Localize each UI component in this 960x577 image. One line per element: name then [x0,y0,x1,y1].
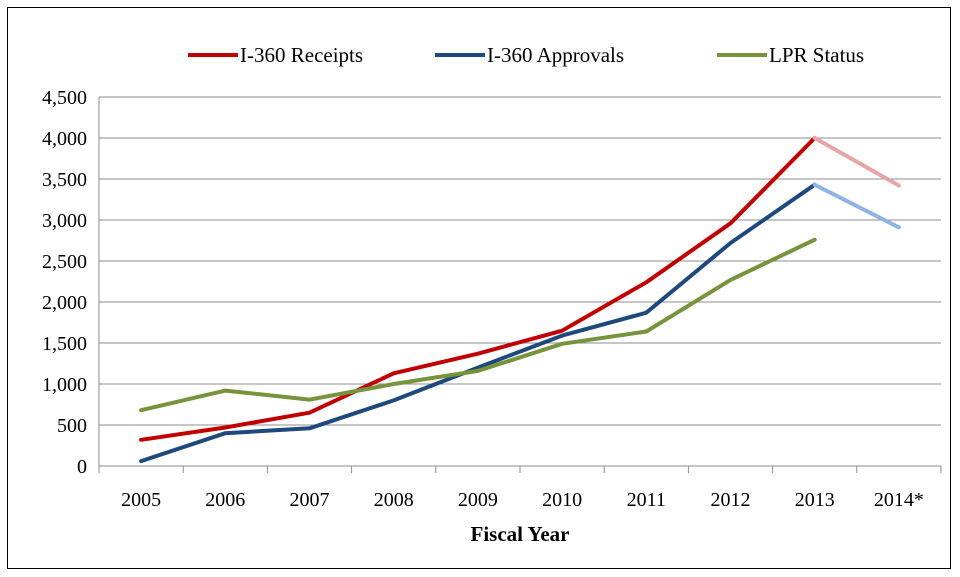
x-tick-label: 2007 [290,489,330,511]
y-tick-label: 1,500 [42,333,87,355]
y-tick-label: 1,000 [42,374,87,396]
legend-label: I-360 Receipts [240,43,363,67]
y-tick-label: 0 [77,456,87,478]
series-line [139,237,817,413]
y-tick-label: 4,000 [42,128,87,150]
y-tick-label: 3,500 [42,169,87,191]
legend-label: LPR Status [769,43,864,67]
y-tick-label: 2,000 [42,292,87,314]
x-tick-label: 2010 [542,489,582,511]
x-tick-label: 2014* [874,489,924,511]
x-tick-label: 2013 [795,489,835,511]
x-tick-label: 2011 [627,489,666,511]
y-tick-label: 2,500 [42,251,87,273]
legend: I-360 Receipts I-360 Approvals LPR Status [188,43,864,67]
axes: 0 500 1,000 1,500 2,000 2,500 3,000 3,500 4,000 4… [42,87,942,511]
series-lines [139,136,901,464]
x-axis-title: Fiscal Year [471,522,570,546]
x-tick-label: 2009 [458,489,498,511]
x-tick-label: 2005 [121,489,161,511]
series-line [139,136,817,442]
y-tick-label: 3,000 [42,210,87,232]
y-tick-label: 4,500 [42,87,87,109]
legend-label: I-360 Approvals [487,43,624,67]
x-tick-label: 2008 [374,489,414,511]
y-tick-label: 500 [57,415,87,437]
projected-segment [812,136,901,188]
series-line [139,182,817,464]
chart-frame [7,7,951,569]
x-tick-label: 2006 [205,489,245,511]
x-tick-label: 2012 [711,489,751,511]
projected-segment [812,182,901,230]
gridlines [99,96,941,426]
